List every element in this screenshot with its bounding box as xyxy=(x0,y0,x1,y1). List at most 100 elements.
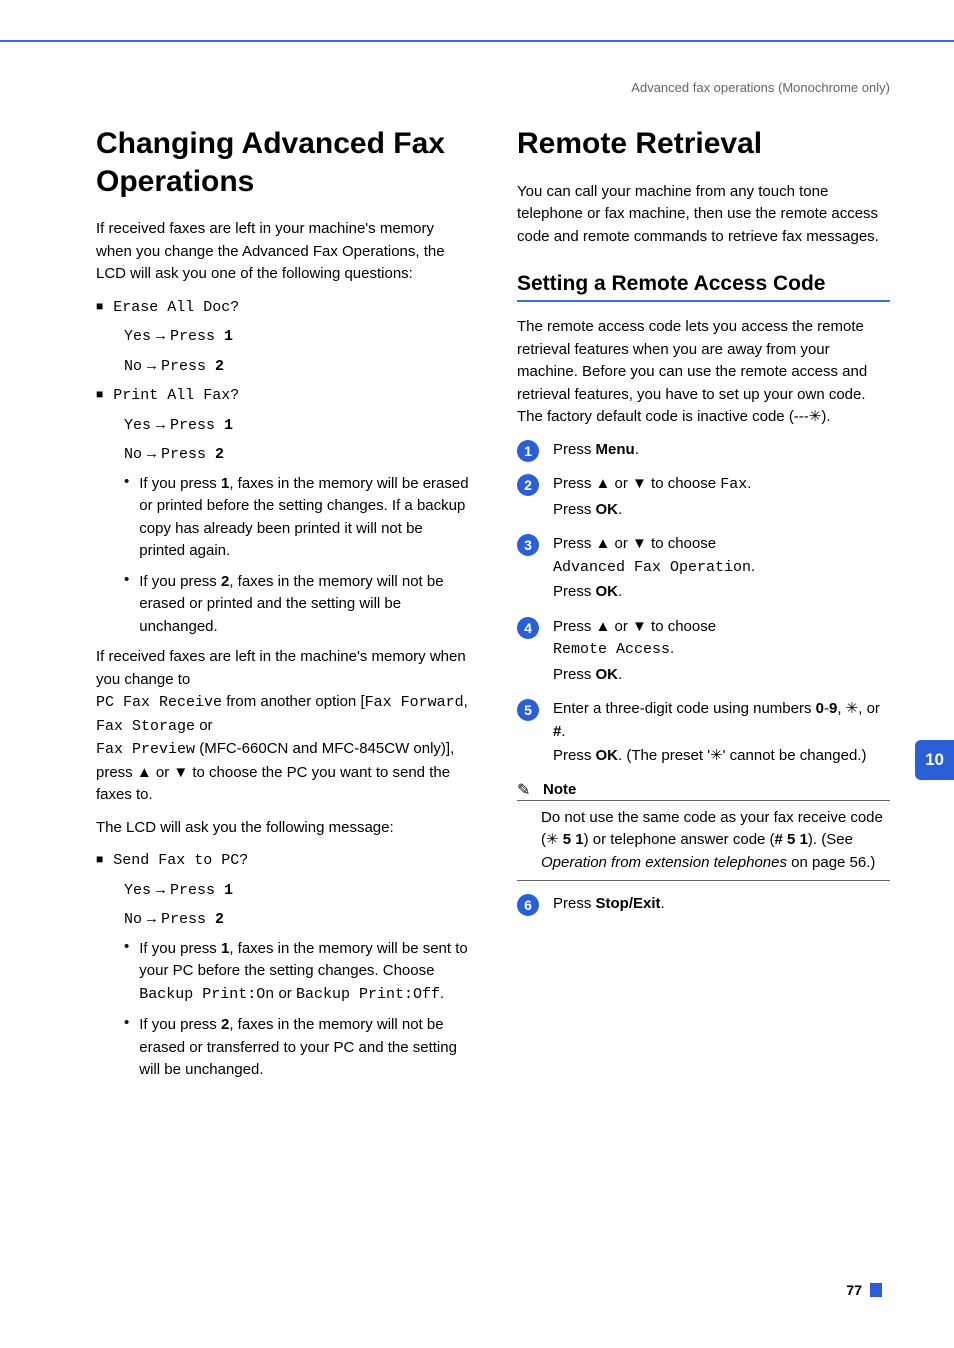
note-header: ✎ Note xyxy=(517,780,890,801)
q2-yes: Yes→Press 1 xyxy=(124,414,469,438)
q1-yes: Yes→Press 1 xyxy=(124,325,469,349)
bullet2-text: If you press 2, faxes in the memory will… xyxy=(139,571,469,639)
t: PC Fax Receive xyxy=(96,694,222,711)
t: . xyxy=(440,985,444,1002)
note-icon: ✎ xyxy=(517,780,537,800)
h2-rule xyxy=(517,300,890,302)
arrow-icon: → xyxy=(153,416,168,433)
main-columns: Changing Advanced Fax Operations If rece… xyxy=(96,125,890,1090)
t: or xyxy=(274,985,296,1002)
t: Fax Preview xyxy=(96,741,195,758)
t: Press ▲ or ▼ to choose xyxy=(553,618,716,635)
t: If you press xyxy=(139,475,221,492)
t: 5 1 xyxy=(563,831,584,848)
press-text: Press xyxy=(161,446,215,463)
bullet4: • If you press 2, faxes in the memory wi… xyxy=(124,1014,469,1082)
t: Press xyxy=(553,501,596,518)
step-5: 5 Enter a three-digit code using numbers… xyxy=(517,698,890,770)
page-footer: 77 xyxy=(846,1282,882,1298)
t: Fax Forward xyxy=(365,694,464,711)
t: , ✳, or xyxy=(837,700,880,717)
page-number: 77 xyxy=(846,1282,862,1298)
no-text: No xyxy=(124,358,142,375)
t: Backup Print:Off xyxy=(296,986,440,1003)
note-title: Note xyxy=(543,781,576,798)
t: Remote Access xyxy=(553,641,670,658)
step-1: 1 Press Menu. xyxy=(517,439,890,464)
yes-text: Yes xyxy=(124,328,151,345)
step-num-3: 3 xyxy=(517,534,539,556)
q3-no: No→Press 2 xyxy=(124,908,469,932)
step-6-text: Press Stop/Exit. xyxy=(553,893,665,918)
arrow-icon: → xyxy=(144,445,159,462)
t: . xyxy=(618,583,622,600)
t: Backup Print:On xyxy=(139,986,274,1003)
bullet-dot-icon: • xyxy=(124,1014,129,1082)
t: Stop/Exit xyxy=(596,895,661,912)
q2-no: No→Press 2 xyxy=(124,443,469,467)
t: Menu xyxy=(596,441,635,458)
one-text: 1 xyxy=(224,417,233,434)
arrow-icon: → xyxy=(153,327,168,344)
arrow-icon: → xyxy=(153,881,168,898)
step-num-2: 2 xyxy=(517,474,539,496)
right-column: Remote Retrieval You can call your machi… xyxy=(517,125,890,1090)
page-header: Advanced fax operations (Monochrome only… xyxy=(96,80,890,95)
one-text: 1 xyxy=(224,328,233,345)
t: If you press xyxy=(139,940,221,957)
no-text: No xyxy=(124,911,142,928)
t: ). (See xyxy=(808,831,853,848)
no-text: No xyxy=(124,446,142,463)
t: or xyxy=(195,717,213,734)
t: If you press xyxy=(139,573,221,590)
yes-text: Yes xyxy=(124,882,151,899)
press-text: Press xyxy=(161,358,215,375)
t: If you press xyxy=(139,1016,221,1033)
bullet4-text: If you press 2, faxes in the memory will… xyxy=(139,1014,469,1082)
t: Press xyxy=(553,666,596,683)
q3-yes: Yes→Press 1 xyxy=(124,879,469,903)
t: OK xyxy=(596,583,619,600)
press-text: Press xyxy=(170,328,224,345)
arrow-icon: → xyxy=(144,357,159,374)
step-2-text: Press ▲ or ▼ to choose Fax. Press OK. xyxy=(553,473,751,523)
step-1-text: Press Menu. xyxy=(553,439,639,464)
left-para3: The LCD will ask you the following messa… xyxy=(96,817,469,840)
t: . xyxy=(561,723,565,740)
step-6: 6 Press Stop/Exit. xyxy=(517,893,890,918)
note-box: ✎ Note Do not use the same code as your … xyxy=(517,780,890,882)
left-intro: If received faxes are left in your machi… xyxy=(96,218,469,286)
press-text: Press xyxy=(161,911,215,928)
t: Press xyxy=(553,747,596,764)
t: ) or telephone answer code ( xyxy=(584,831,775,848)
breadcrumb: Advanced fax operations (Monochrome only… xyxy=(631,80,890,95)
bullet1-text: If you press 1, faxes in the memory will… xyxy=(139,473,469,563)
question-send: Send Fax to PC? xyxy=(96,849,469,873)
q3-text: Send Fax to PC? xyxy=(113,852,248,869)
t: 0 xyxy=(816,700,824,717)
question-erase: Erase All Doc? xyxy=(96,296,469,320)
press-text: Press xyxy=(170,417,224,434)
left-column: Changing Advanced Fax Operations If rece… xyxy=(96,125,469,1090)
t: OK xyxy=(596,501,619,518)
t: Press xyxy=(553,895,596,912)
t: . xyxy=(670,640,674,657)
q1-no: No→Press 2 xyxy=(124,355,469,379)
arrow-icon: → xyxy=(144,910,159,927)
right-p1: The remote access code lets you access t… xyxy=(517,316,890,429)
step-5-text: Enter a three-digit code using numbers 0… xyxy=(553,698,890,770)
step-4-text: Press ▲ or ▼ to choose Remote Access. Pr… xyxy=(553,616,716,689)
t: Press xyxy=(553,583,596,600)
footer-block-icon xyxy=(870,1283,882,1297)
note-link[interactable]: Operation from extension telephones xyxy=(541,854,787,871)
t: on page 56.) xyxy=(787,854,875,871)
t: OK xyxy=(596,747,619,764)
press-text: Press xyxy=(170,882,224,899)
right-intro: You can call your machine from any touch… xyxy=(517,181,890,249)
two-text: 2 xyxy=(215,358,224,375)
top-rule xyxy=(0,40,954,42)
q2-text: Print All Fax? xyxy=(113,387,239,404)
t: . xyxy=(635,441,639,458)
t: OK xyxy=(596,666,619,683)
yes-text: Yes xyxy=(124,417,151,434)
